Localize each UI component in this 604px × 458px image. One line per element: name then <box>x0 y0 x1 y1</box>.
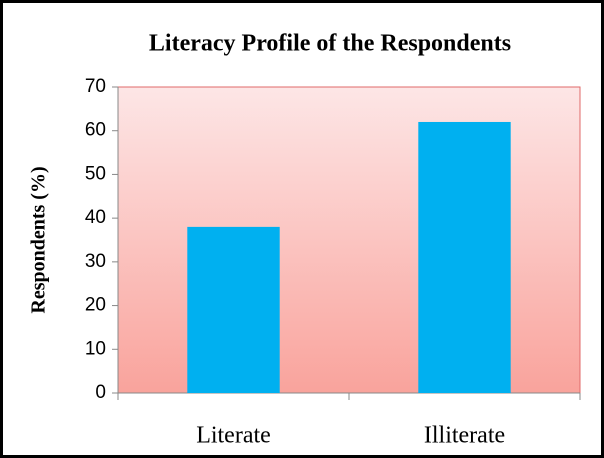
y-axis-label: Respondents (%) <box>28 166 50 313</box>
x-tick-label: Illiterate <box>424 423 505 449</box>
chart-title: Literacy Profile of the Respondents <box>149 31 511 57</box>
bar <box>187 226 280 393</box>
y-tick-label: 40 <box>85 207 106 228</box>
y-tick-label: 30 <box>85 251 106 272</box>
y-tick-label: 50 <box>85 163 106 184</box>
y-tick-label: 10 <box>85 338 106 359</box>
bar <box>418 121 511 393</box>
y-tick-label: 70 <box>85 76 106 97</box>
y-tick-label: 60 <box>85 120 106 141</box>
y-tick-label: 0 <box>95 382 106 403</box>
x-tick-label: Literate <box>196 423 271 449</box>
y-tick-label: 20 <box>85 295 106 316</box>
